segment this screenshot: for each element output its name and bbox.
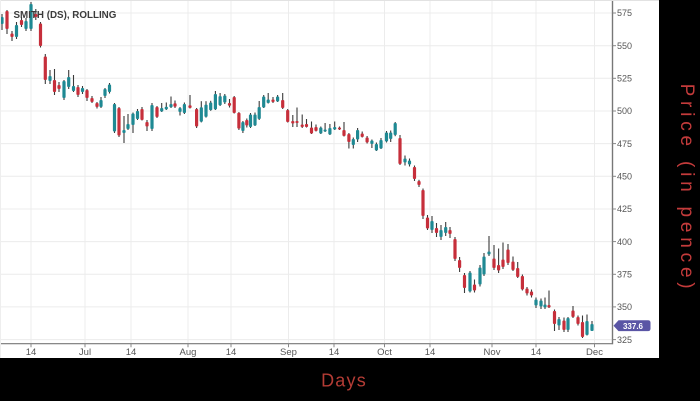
svg-text:475: 475: [617, 139, 632, 149]
svg-text:14: 14: [26, 347, 37, 358]
svg-text:Price (in pence): Price (in pence): [676, 84, 697, 294]
svg-text:14: 14: [226, 347, 237, 358]
svg-text:SMITH (DS), ROLLING: SMITH (DS), ROLLING: [14, 10, 117, 21]
svg-text:550: 550: [617, 41, 632, 51]
svg-text:Oct: Oct: [377, 347, 392, 358]
svg-text:450: 450: [617, 172, 632, 182]
svg-text:Sep: Sep: [280, 347, 297, 358]
svg-text:Jul: Jul: [79, 347, 91, 358]
svg-text:14: 14: [329, 347, 340, 358]
svg-text:Dec: Dec: [586, 347, 603, 358]
svg-text:14: 14: [425, 347, 436, 358]
svg-text:325: 325: [617, 335, 632, 345]
svg-text:400: 400: [617, 237, 632, 247]
svg-text:425: 425: [617, 204, 632, 214]
svg-text:350: 350: [617, 302, 632, 312]
svg-text:337.6: 337.6: [623, 322, 644, 331]
svg-text:500: 500: [617, 106, 632, 116]
svg-text:14: 14: [531, 347, 542, 358]
svg-text:525: 525: [617, 74, 632, 84]
svg-text:14: 14: [126, 347, 137, 358]
svg-text:575: 575: [617, 8, 632, 18]
svg-text:Nov: Nov: [484, 347, 501, 358]
svg-text:Days: Days: [321, 371, 367, 391]
svg-text:Aug: Aug: [180, 347, 197, 358]
svg-text:375: 375: [617, 270, 632, 280]
